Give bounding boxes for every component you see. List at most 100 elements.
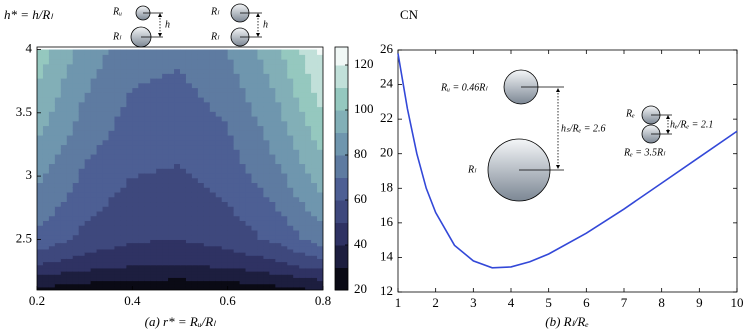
contour-cell: [197, 201, 205, 207]
contour-cell: [305, 168, 312, 174]
contour-cell: [108, 201, 116, 207]
contour-cell: [54, 120, 62, 127]
contour-cell: [215, 283, 223, 288]
contour-cell: [197, 210, 205, 217]
contour-cell: [245, 59, 253, 65]
contour-cell: [245, 280, 253, 285]
contour-cell: [138, 252, 145, 256]
contour-cell: [269, 163, 276, 169]
contour-cell: [293, 220, 300, 226]
contour-cell: [37, 59, 44, 65]
contour-cell: [78, 252, 86, 256]
contour-cell: [114, 258, 122, 263]
contour-cell: [185, 177, 193, 184]
contour-cell: [150, 182, 157, 188]
contour-cell: [102, 252, 110, 256]
contour-cell: [233, 111, 241, 117]
contour-cell: [197, 92, 205, 98]
contour-cell: [305, 49, 312, 55]
contour-cell: [269, 225, 276, 231]
contour-cell: [96, 120, 104, 127]
contour-cell: [132, 49, 139, 55]
contour-cell: [78, 264, 86, 269]
contour-cell: [203, 239, 211, 244]
contour-cell: [185, 168, 193, 174]
y-axis-label: h* = h/Rₗ: [4, 7, 53, 22]
contour-cell: [138, 49, 145, 55]
contour-cell: [197, 158, 205, 165]
contour-cell: [54, 286, 62, 290]
contour-cell: [138, 201, 145, 207]
contour-cell: [281, 111, 288, 117]
contour-cell: [293, 63, 300, 70]
contour-cell: [257, 63, 265, 70]
contour-cell: [233, 271, 241, 275]
contour-cell: [162, 163, 169, 169]
x-tick-label: 9: [696, 295, 703, 310]
contour-cell: [221, 49, 229, 55]
contour-cell: [257, 210, 265, 217]
contour-cell: [203, 283, 211, 288]
contour-cell: [54, 139, 62, 146]
contour-cell: [233, 68, 241, 74]
contour-cell: [42, 283, 50, 288]
contour-cell: [245, 177, 253, 184]
contour-cell: [263, 245, 270, 250]
contour-cell: [48, 87, 56, 93]
contour-cell: [239, 82, 247, 89]
contour-cell: [299, 125, 306, 131]
contour-cell: [60, 59, 68, 65]
contour-cell: [191, 286, 199, 290]
contour-cell: [96, 177, 104, 184]
contour-cell: [287, 271, 294, 275]
contour-cell: [299, 172, 306, 179]
contour-cell: [42, 78, 50, 84]
y-tick-label: 18: [380, 179, 393, 194]
contour-cell: [281, 68, 288, 74]
contour-cell: [66, 242, 74, 247]
contour-cell: [144, 239, 151, 244]
contour-cell: [42, 49, 50, 55]
contour-cell: [120, 245, 127, 250]
contour-cell: [126, 191, 133, 198]
contour-cell: [72, 229, 80, 236]
contour-cell: [239, 242, 247, 247]
contour-cell: [209, 120, 217, 127]
contour-cell: [245, 187, 253, 193]
contour-cell: [150, 242, 157, 247]
contour-cell: [37, 234, 44, 240]
contour-cell: [269, 49, 276, 55]
contour-cell: [281, 196, 288, 203]
contour-cell: [72, 286, 80, 290]
contour-cell: [168, 59, 175, 65]
contour-cell: [245, 225, 253, 231]
contour-cell: [37, 182, 44, 188]
contour-cell: [144, 215, 151, 221]
contour-cell: [299, 258, 306, 263]
contour-cell: [215, 63, 223, 70]
contour-cell: [156, 261, 163, 266]
contour-cell: [233, 239, 241, 244]
contour-cell: [102, 120, 110, 127]
contour-cell: [120, 258, 127, 263]
contour-cell: [174, 242, 181, 247]
contour-cell: [54, 196, 62, 203]
contour-cell: [281, 139, 288, 146]
contour-cell: [150, 144, 157, 150]
colorbar-tick-label: 80: [354, 146, 367, 161]
contour-cell: [215, 196, 223, 203]
contour-cell: [120, 248, 127, 253]
contour-cell: [84, 234, 92, 240]
contour-cell: [317, 78, 323, 84]
contour-cell: [257, 106, 265, 112]
contour-cell: [102, 261, 110, 266]
contour-cell: [305, 82, 312, 89]
contour-cell: [197, 59, 205, 65]
contour-cell: [37, 242, 44, 247]
contour-cell: [54, 264, 62, 269]
contour-cell: [257, 96, 265, 103]
contour-cell: [263, 229, 270, 236]
contour-cell: [150, 125, 157, 131]
contour-cell: [221, 261, 229, 266]
contour-cell: [180, 158, 187, 165]
